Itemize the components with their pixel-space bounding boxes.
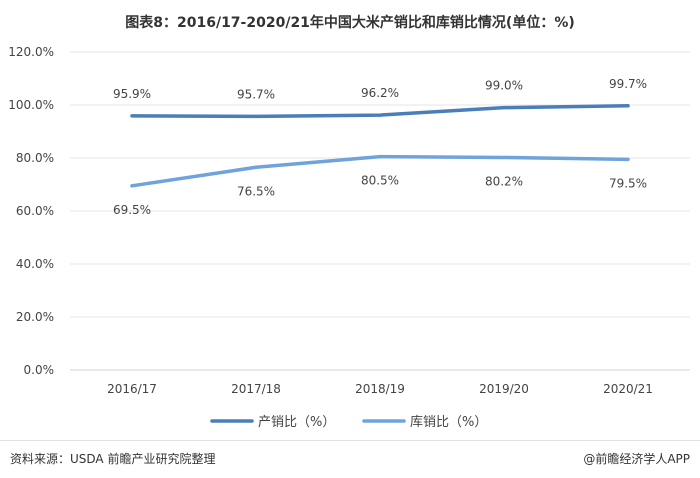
data-label: 69.5% [113,203,151,217]
data-point [130,184,134,188]
chart-title: 图表8：2016/17-2020/21年中国大米产销比和库销比情况(单位：%) [125,15,575,31]
x-tick-label: 2018/19 [355,382,405,396]
credit-note: @前瞻经济学人APP [583,452,690,466]
data-point [130,114,134,118]
data-label: 95.7% [237,87,275,101]
y-tick-label: 40.0% [16,257,54,271]
y-tick-label: 60.0% [16,204,54,218]
x-tick-label: 2016/17 [107,382,157,396]
legend-label-1: 产销比（%） [258,415,335,430]
data-point [502,155,506,159]
y-tick-label: 80.0% [16,151,54,165]
source-note: 资料来源：USDA 前瞻产业研究院整理 [10,452,216,466]
y-tick-label: 20.0% [16,310,54,324]
data-label: 96.2% [361,86,399,100]
data-point [254,114,258,118]
y-tick-label: 120.0% [8,45,54,59]
data-point [502,106,506,110]
data-point [626,157,630,161]
data-label: 80.5% [361,174,399,188]
line-chart: 0.0% 20.0% 40.0% 60.0% 80.0% 100.0% 120.0% 2016… [8,45,690,430]
x-tick-label: 2020/21 [603,382,653,396]
legend-label-2: 库销比（%） [410,414,487,430]
data-label: 99.0% [485,79,523,93]
x-tick-label: 2019/20 [479,382,529,396]
data-point [254,165,258,169]
y-tick-label: 100.0% [8,98,54,112]
data-point [378,113,382,117]
data-point [626,104,630,108]
y-tick-label: 0.0% [24,363,55,377]
data-label: 79.5% [609,176,647,190]
x-tick-label: 2017/18 [231,382,281,396]
footer-divider [0,440,700,441]
data-label: 99.7% [609,77,647,91]
data-point [378,155,382,159]
data-label: 76.5% [237,184,275,198]
data-label: 95.9% [113,87,151,101]
data-label: 80.2% [485,174,523,188]
